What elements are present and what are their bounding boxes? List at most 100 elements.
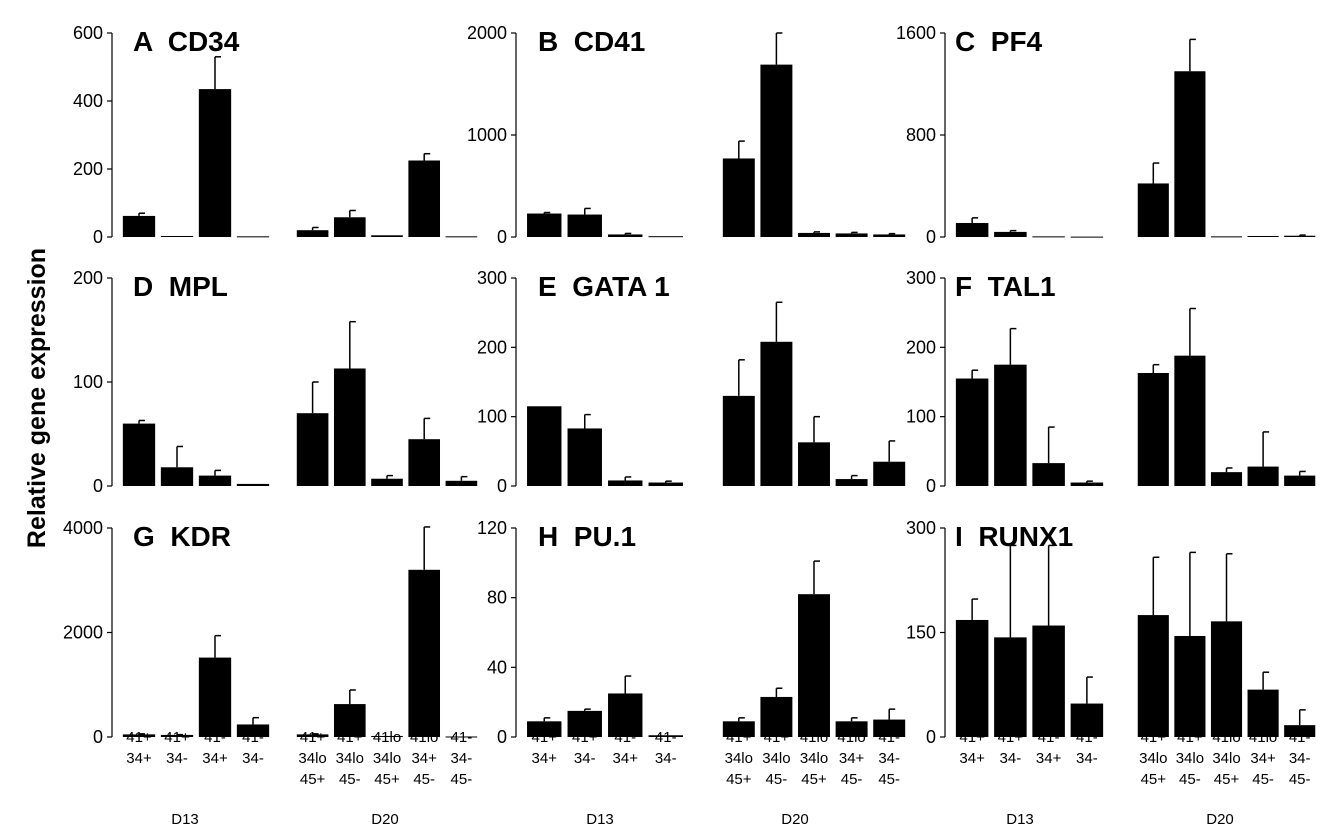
y-tick-label: 200: [73, 268, 103, 288]
category-label: 34lo: [725, 750, 753, 767]
bar: [798, 442, 830, 486]
category-label: 34+: [126, 750, 152, 767]
y-tick-label: 800: [906, 125, 936, 145]
category-label: 41+: [764, 729, 790, 746]
category-label: 45-: [1252, 771, 1274, 788]
bar: [722, 158, 755, 237]
category-label: 34+: [532, 750, 558, 767]
bar: [1210, 472, 1243, 486]
category-label: 41+: [726, 729, 752, 746]
panel-1: 0 200 400 600 A CD34: [73, 23, 478, 247]
group-label: D20: [1206, 811, 1234, 828]
category-label: 34-: [1000, 750, 1022, 767]
y-tick-label: 40: [487, 657, 507, 677]
y-tick-label: 1600: [896, 23, 936, 43]
category-label: 34+: [202, 750, 228, 767]
bar: [1174, 635, 1206, 737]
y-tick-label: 100: [906, 407, 936, 427]
bar: [567, 214, 602, 237]
category-label: 45-: [451, 771, 473, 788]
bar: [1247, 466, 1279, 486]
category-label: 41-: [878, 729, 900, 746]
category-label: 34+: [1250, 750, 1276, 767]
bar: [122, 734, 156, 737]
category-label: 34lo: [762, 750, 790, 767]
category-label: 41-: [1076, 729, 1098, 746]
category-label: 34lo: [1212, 750, 1240, 767]
category-label: 34lo: [298, 750, 326, 767]
bar: [333, 704, 366, 737]
category-label: 41-: [204, 729, 226, 746]
y-tick-label: 2000: [63, 623, 103, 643]
bar: [835, 233, 868, 237]
category-label: 41+: [164, 729, 190, 746]
bar: [198, 657, 232, 737]
panel-8: 0 40 80 120 H PU.1 41+ 34+ 41+ 34- 41- 34+ 41- 34- 41…: [477, 518, 906, 828]
category-label: 41-: [655, 729, 677, 746]
bar: [122, 423, 156, 486]
category-label: 34lo: [1176, 750, 1204, 767]
y-tick-label: 0: [93, 227, 103, 247]
bar: [1284, 475, 1316, 486]
y-tick-label: 0: [497, 727, 507, 747]
category-label: 34-: [574, 750, 596, 767]
category-label: 45-: [1289, 771, 1311, 788]
y-tick-label: 0: [497, 227, 507, 247]
y-tick-label: 200: [477, 337, 507, 357]
bar: [371, 478, 403, 486]
category-label: 45+: [374, 771, 400, 788]
y-tick-label: 600: [73, 23, 103, 43]
y-tick-label: 80: [487, 588, 507, 608]
category-label: 41lo: [1249, 729, 1277, 746]
category-label: 34-: [655, 750, 677, 767]
bar: [122, 215, 156, 237]
panel-6: 0 100 200 300 F TAL1: [906, 268, 1316, 496]
category-label: 45+: [801, 771, 827, 788]
bar: [527, 406, 562, 486]
bar: [798, 232, 830, 237]
group-label: D13: [1006, 811, 1034, 828]
group-label: D13: [171, 811, 199, 828]
bar: [760, 696, 793, 737]
bar: [835, 479, 868, 486]
bar: [445, 480, 478, 486]
bar: [236, 236, 270, 238]
category-label: 34-: [878, 750, 900, 767]
bar: [236, 724, 270, 737]
bar: [1032, 236, 1065, 238]
category-label: 34lo: [336, 750, 364, 767]
category-label: 41+: [572, 729, 598, 746]
bar: [955, 222, 989, 237]
category-label: 41+: [337, 729, 363, 746]
bar: [1247, 689, 1279, 737]
panel-title: H PU.1: [538, 521, 636, 552]
bar: [198, 475, 232, 486]
panel-title: G KDR: [133, 521, 231, 552]
category-label: 34-: [166, 750, 188, 767]
bar: [873, 719, 906, 737]
bar: [527, 213, 562, 237]
bar: [1070, 236, 1104, 238]
y-tick-label: 2000: [467, 23, 507, 43]
y-tick-label: 0: [93, 476, 103, 496]
y-tick-label: 200: [906, 337, 936, 357]
bar: [873, 234, 906, 237]
bar: [296, 413, 329, 486]
category-label: 41lo: [837, 729, 865, 746]
bar: [1174, 71, 1206, 237]
y-tick-label: 300: [906, 268, 936, 288]
category-label: 34-: [1076, 750, 1098, 767]
bar: [760, 341, 793, 486]
bar: [160, 734, 194, 737]
bar: [955, 619, 989, 737]
bar: [955, 378, 989, 486]
category-label: 45-: [878, 771, 900, 788]
bar: [408, 569, 441, 737]
panel-9: 0 150 300 I RUNX1 41+ 34+ 41+ 34- 41- 34+ 41- 34- 41…: [906, 518, 1316, 828]
y-tick-label: 0: [926, 476, 936, 496]
bar: [445, 736, 478, 738]
category-label: 34+: [959, 750, 985, 767]
panel-3: 0 800 1600 C PF4: [896, 23, 1316, 247]
bar: [371, 735, 403, 737]
bar: [1210, 236, 1243, 238]
